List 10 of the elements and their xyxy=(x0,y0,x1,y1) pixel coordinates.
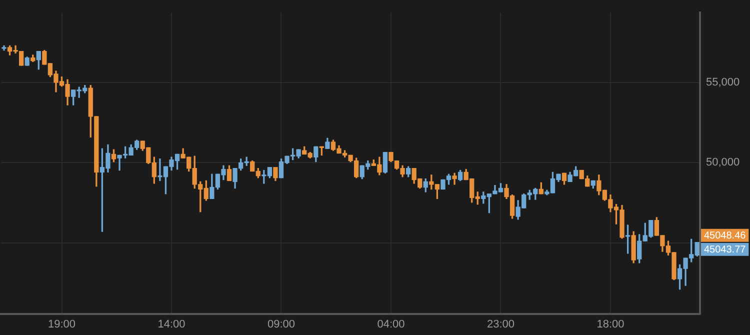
x-tick-label: 09:00 xyxy=(267,318,296,330)
x-tick-label: 18:00 xyxy=(596,318,624,330)
x-tick-label: 14:00 xyxy=(158,318,186,330)
text: 45048.46 xyxy=(704,230,746,242)
x-tick-label: 04:00 xyxy=(377,318,405,330)
text: 45043.77 xyxy=(704,244,746,256)
y-tick-label: 55,000 xyxy=(706,76,740,88)
y-tick-label: 50,000 xyxy=(706,156,740,169)
x-tick-label: 19:00 xyxy=(48,318,76,330)
x-tick-label: 23:00 xyxy=(486,318,514,330)
